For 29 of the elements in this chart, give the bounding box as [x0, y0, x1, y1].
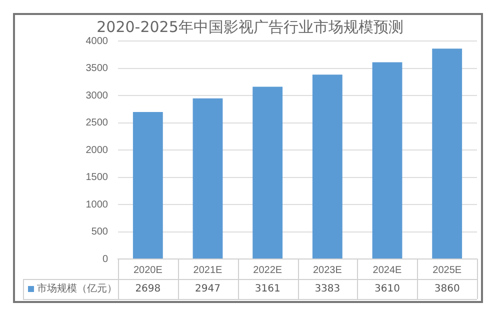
y-tick-label: 2500 [86, 118, 108, 128]
data-label: 2698 [135, 284, 161, 295]
y-tick-label: 3500 [86, 63, 108, 74]
data-label: 3610 [374, 284, 400, 295]
y-tick-label: 4000 [86, 36, 108, 47]
bar [252, 86, 283, 258]
data-label: 3383 [314, 284, 340, 295]
x-tick-label: 2022E [253, 264, 282, 276]
chart-title: 2020-2025年中国影视广告行业市场规模预测 [96, 18, 404, 36]
y-tick-label: 3000 [86, 90, 108, 102]
x-tick-label: 2023E [312, 264, 342, 276]
data-label: 2947 [195, 284, 220, 295]
y-tick-label: 1000 [86, 199, 108, 210]
data-label: 3860 [434, 284, 460, 295]
y-tick-label: 2000 [86, 144, 108, 156]
x-tick-label: 2024E [372, 264, 402, 276]
bar [132, 112, 163, 258]
x-tick-label: 2020E [133, 264, 163, 276]
y-tick-label: 1500 [86, 172, 108, 183]
legend-label: 市场规模（亿元） [37, 282, 117, 295]
x-tick-label: 2025E [432, 264, 462, 276]
bar [312, 74, 342, 258]
bar [192, 98, 223, 258]
bar [372, 62, 402, 258]
bar [432, 48, 462, 258]
x-tick-label: 2021E [193, 264, 223, 276]
y-tick-label: 0 [102, 254, 108, 265]
y-tick-label: 500 [91, 226, 108, 238]
data-label: 3161 [254, 284, 280, 295]
